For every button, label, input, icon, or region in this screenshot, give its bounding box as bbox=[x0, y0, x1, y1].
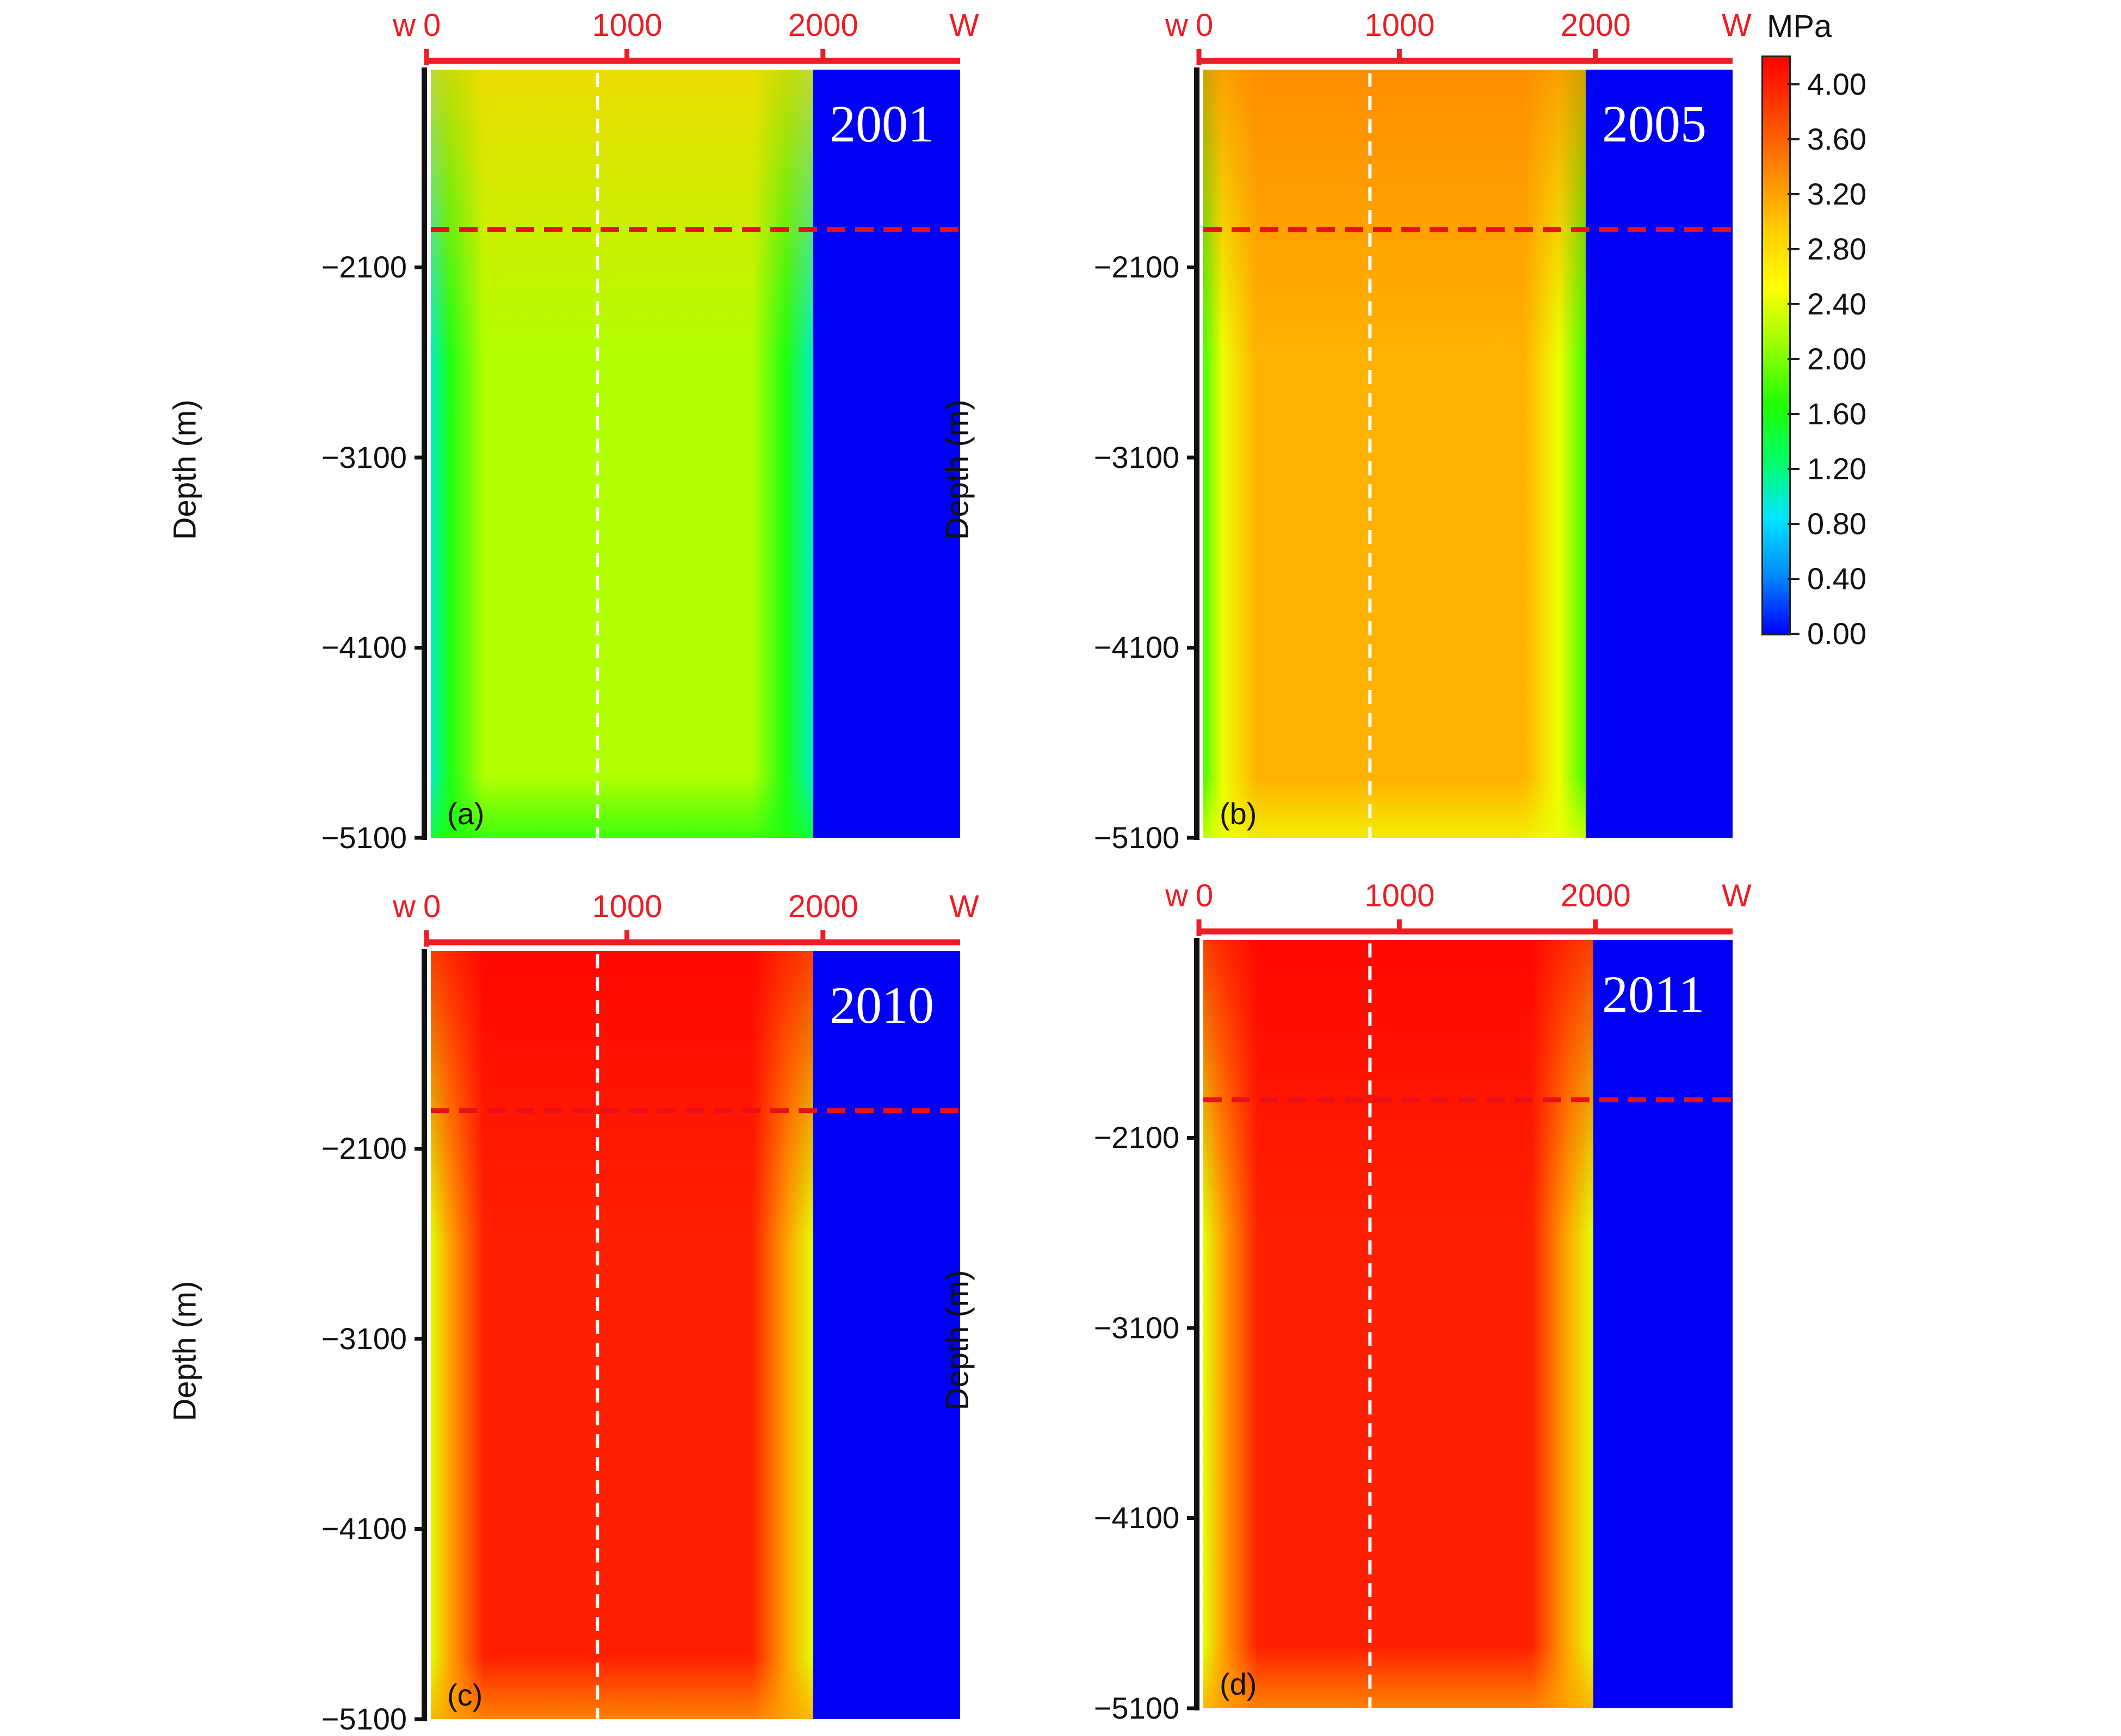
colorbar bbox=[1761, 55, 1791, 635]
panel-b: w 0 1000 2000 W −2100 −3100 −4100 −5100 Depth (m)… bbox=[903, 0, 1752, 853]
panel-year-label: 2001 bbox=[830, 95, 934, 153]
panel-letter: (a) bbox=[447, 796, 485, 831]
y-axis-tick-label: −5100 bbox=[1093, 1691, 1179, 1725]
colorbar-tick-label: 2.40 bbox=[1807, 287, 1866, 322]
colorbar-tick bbox=[1788, 83, 1800, 86]
x-axis-right-label: W bbox=[949, 8, 979, 43]
y-axis-tick-label: −4100 bbox=[321, 630, 407, 665]
x-axis-right-label: W bbox=[1722, 8, 1752, 43]
x-axis-tick-label: 0 bbox=[1196, 878, 1214, 913]
panel-year-label: 2011 bbox=[1602, 965, 1705, 1023]
zero-pressure-zone bbox=[813, 70, 960, 838]
y-axis-label: Depth (m) bbox=[939, 1270, 975, 1411]
zero-pressure-zone bbox=[813, 951, 960, 1719]
colorbar-tick-label: 3.60 bbox=[1807, 122, 1866, 157]
colorbar-tick-label: 0.00 bbox=[1807, 616, 1866, 651]
colorbar-tick-label: 2.80 bbox=[1807, 232, 1866, 267]
x-axis-left-label: w bbox=[393, 889, 416, 924]
x-axis-tick-label: 2000 bbox=[1560, 8, 1631, 43]
pressure-field bbox=[431, 70, 813, 838]
y-axis-label: Depth (m) bbox=[939, 399, 975, 540]
panel-year-label: 2005 bbox=[1602, 95, 1706, 153]
axes-overlay bbox=[1187, 919, 1733, 1710]
axes-overlay bbox=[415, 49, 960, 840]
panel-c: w 0 1000 2000 W −2100 −3100 −4100 −5100 Depth (m)… bbox=[131, 881, 979, 1734]
colorbar-tick bbox=[1788, 248, 1800, 251]
colorbar-tick bbox=[1788, 633, 1800, 635]
y-axis-tick-label: −2100 bbox=[1093, 1120, 1179, 1155]
colorbar-unit: MPa bbox=[1767, 9, 1832, 44]
colorbar-tick-label: 0.40 bbox=[1807, 561, 1866, 596]
colorbar-tick bbox=[1788, 413, 1800, 416]
x-axis-tick-label: 1000 bbox=[592, 889, 663, 924]
y-axis-label: Depth (m) bbox=[167, 1281, 203, 1422]
colorbar-tick-label: 3.20 bbox=[1807, 177, 1866, 212]
y-axis-tick-label: −2100 bbox=[1093, 250, 1179, 285]
y-axis-tick-label: −5100 bbox=[321, 820, 407, 855]
y-axis-tick-label: −5100 bbox=[321, 1702, 407, 1736]
axes-overlay bbox=[415, 930, 960, 1721]
x-axis-left-label: w bbox=[1165, 878, 1188, 913]
colorbar-tick-label: 0.80 bbox=[1807, 506, 1866, 541]
y-axis-tick-label: −3100 bbox=[1093, 1310, 1179, 1345]
panel-year-label: 2010 bbox=[830, 976, 934, 1034]
y-axis-tick-label: −5100 bbox=[1093, 820, 1179, 855]
x-axis-tick-label: 0 bbox=[1196, 8, 1214, 43]
y-axis-tick-label: −4100 bbox=[321, 1511, 407, 1546]
colorbar-tick-label: 4.00 bbox=[1807, 67, 1866, 102]
zero-pressure-zone bbox=[1593, 940, 1733, 1708]
x-axis-left-label: w bbox=[1165, 8, 1188, 43]
panel-letter: (b) bbox=[1220, 796, 1257, 831]
colorbar-tick-label: 1.20 bbox=[1807, 452, 1866, 486]
x-axis-tick-label: 2000 bbox=[1560, 878, 1631, 913]
axes-overlay bbox=[1187, 49, 1733, 840]
y-axis-tick-label: −4100 bbox=[1093, 1500, 1179, 1535]
y-axis-tick-label: −2100 bbox=[321, 1131, 407, 1166]
panel-a: w 0 1000 2000 W −2100 −3100 −4100 −5100 Depth (m)… bbox=[131, 0, 979, 853]
colorbar-tick bbox=[1788, 138, 1800, 141]
y-axis-label: Depth (m) bbox=[167, 399, 203, 540]
x-axis-tick-label: 1000 bbox=[592, 8, 663, 43]
pressure-field bbox=[431, 951, 813, 1719]
x-axis-right-label: W bbox=[1722, 878, 1752, 913]
pressure-field bbox=[1203, 940, 1594, 1708]
panel-letter: (c) bbox=[447, 1678, 483, 1712]
panel-d: w 0 1000 2000 W −2100 −3100 −4100 −5100 Depth (m)… bbox=[903, 870, 1752, 1723]
x-axis-tick-label: 1000 bbox=[1364, 878, 1435, 913]
x-axis-tick-label: 2000 bbox=[788, 8, 858, 43]
colorbar-tick-label: 1.60 bbox=[1807, 397, 1866, 431]
colorbar-tick bbox=[1788, 468, 1800, 471]
y-axis-tick-label: −2100 bbox=[321, 250, 407, 285]
x-axis-tick-label: 0 bbox=[423, 889, 441, 924]
y-axis-tick-label: −3100 bbox=[321, 1321, 407, 1356]
x-axis-left-label: w bbox=[393, 8, 416, 43]
x-axis-right-label: W bbox=[949, 889, 979, 924]
colorbar-tick bbox=[1788, 523, 1800, 526]
panel-letter: (d) bbox=[1220, 1667, 1257, 1701]
colorbar-tick bbox=[1788, 578, 1800, 580]
zero-pressure-zone bbox=[1585, 70, 1733, 838]
colorbar-tick bbox=[1788, 193, 1800, 196]
x-axis-tick-label: 2000 bbox=[788, 889, 858, 924]
y-axis-tick-label: −3100 bbox=[321, 440, 407, 474]
y-axis-tick-label: −3100 bbox=[1093, 440, 1179, 474]
x-axis-tick-label: 1000 bbox=[1364, 8, 1435, 43]
y-axis-tick-label: −4100 bbox=[1093, 630, 1179, 665]
colorbar-tick bbox=[1788, 303, 1800, 306]
colorbar-tick bbox=[1788, 358, 1800, 361]
colorbar-tick-label: 2.00 bbox=[1807, 342, 1866, 376]
pressure-field bbox=[1203, 70, 1586, 838]
x-axis-tick-label: 0 bbox=[423, 8, 441, 43]
